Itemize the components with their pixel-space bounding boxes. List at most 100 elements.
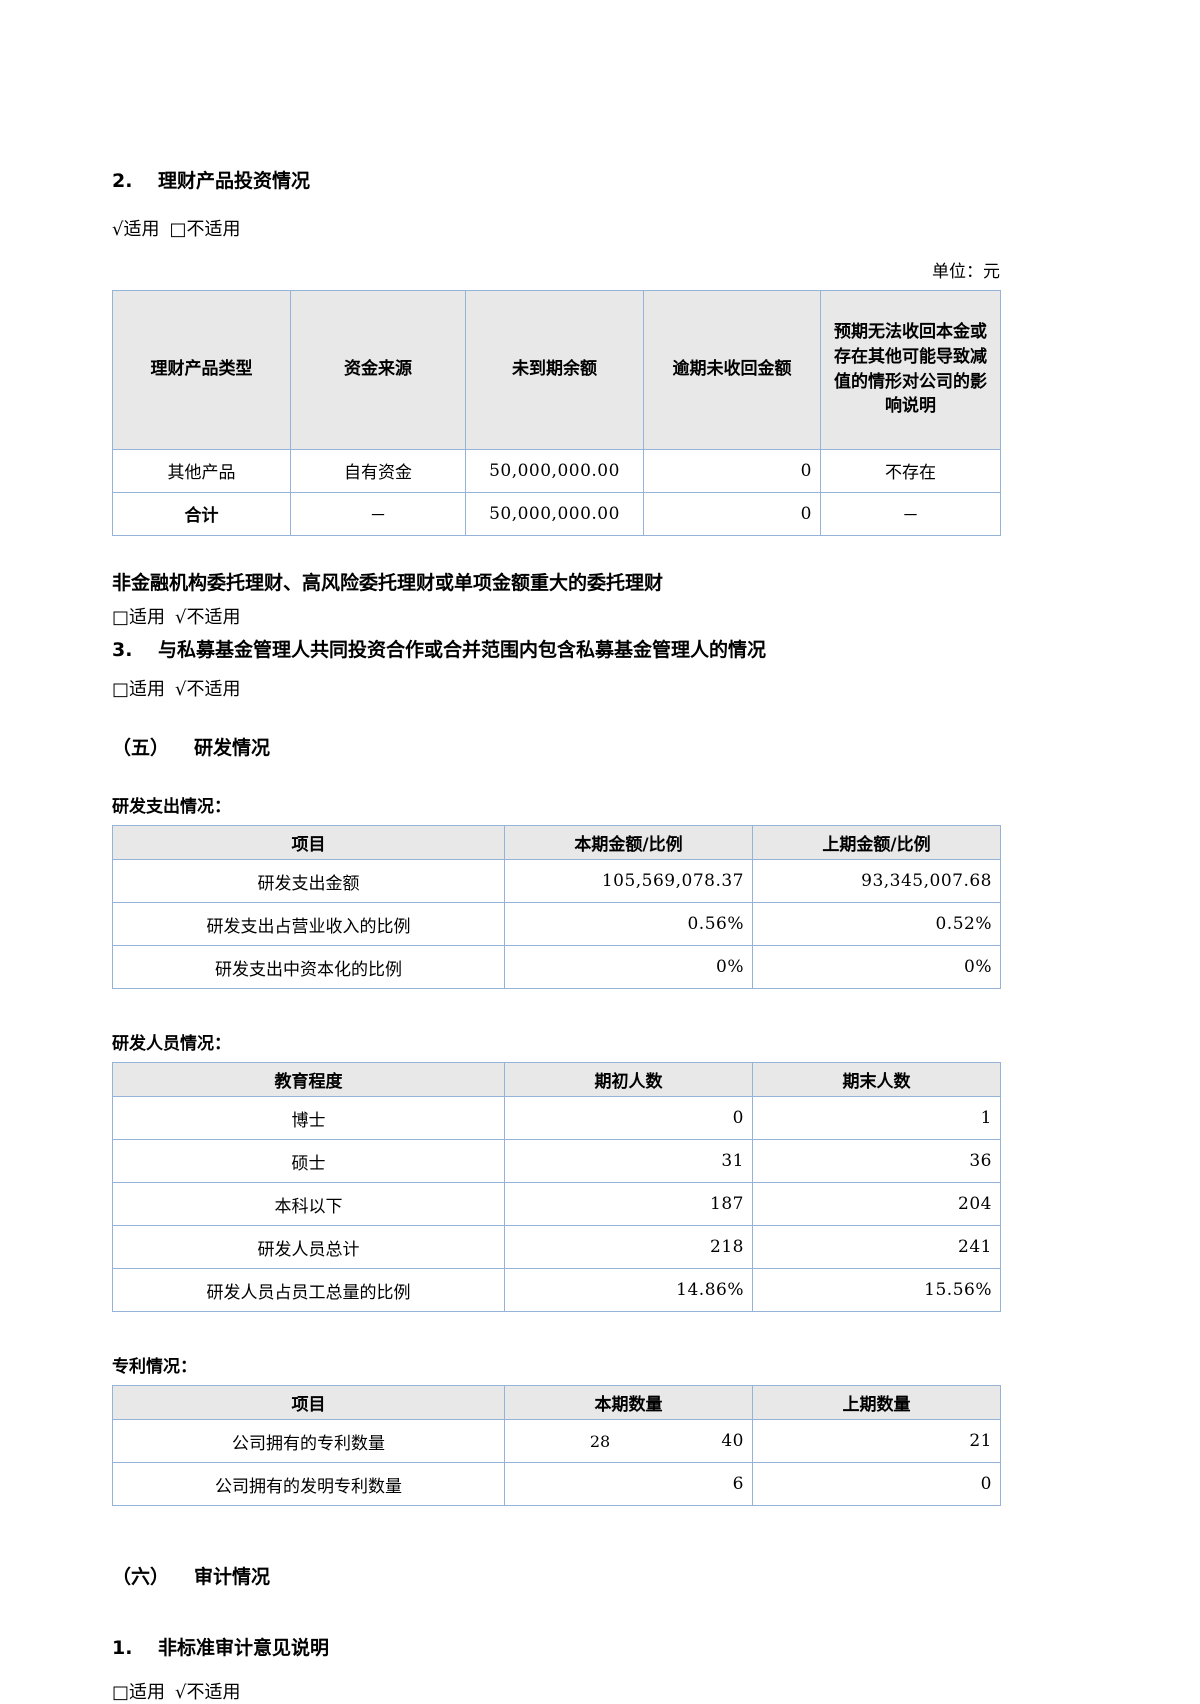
applicability-nonfinancial: □适用 √不适用 bbox=[112, 603, 1000, 629]
table-row: 公司拥有的专利数量 40 21 bbox=[112, 1419, 1001, 1464]
cell-overdue-amount: 0 bbox=[643, 448, 821, 493]
cell-previous: 0 bbox=[752, 1462, 1001, 1507]
cell-end: 1 bbox=[752, 1096, 1001, 1141]
table-row: 研发支出金额 105,569,078.37 93,345,007.68 bbox=[112, 859, 1001, 904]
label-rd-expenditure: 研发支出情况： bbox=[112, 797, 231, 818]
col-header-begin-count: 期初人数 bbox=[504, 1062, 753, 1098]
page-number: 28 bbox=[589, 1432, 611, 1451]
cell-end: 15.56% bbox=[752, 1268, 1001, 1313]
cell-end: 204 bbox=[752, 1182, 1001, 1227]
cell-end: 36 bbox=[752, 1139, 1001, 1184]
heading-nonstandard-audit: 1. 非标准审计意见说明 bbox=[112, 1635, 1000, 1662]
col-header-end-count: 期末人数 bbox=[752, 1062, 1001, 1098]
applicability-nonstandard-audit: □适用 √不适用 bbox=[112, 1678, 1000, 1704]
heading-nonstandard-audit-title: 非标准审计意见说明 bbox=[158, 1637, 330, 1660]
col-header-previous-count: 上期数量 bbox=[752, 1385, 1001, 1421]
cell-undue-balance: 50,000,000.00 bbox=[465, 448, 644, 493]
page-content: 2. 理财产品投资情况 √适用 □不适用 单位：元 理财产品类型 资金来源 未 bbox=[112, 0, 1001, 1704]
applicability-private-fund: □适用 √不适用 bbox=[112, 675, 1000, 701]
col-header-item: 项目 bbox=[112, 1385, 505, 1421]
cell-current: 105,569,078.37 bbox=[504, 859, 753, 904]
col-header-product-type: 理财产品类型 bbox=[112, 289, 291, 450]
cell-current: 6 bbox=[504, 1462, 753, 1507]
cell-previous: 0% bbox=[752, 945, 1001, 990]
cell-begin: 218 bbox=[504, 1225, 753, 1270]
unchecked-box-icon: □ bbox=[112, 679, 130, 701]
cell-item: 博士 bbox=[112, 1096, 505, 1141]
col-header-current-count: 本期数量 bbox=[504, 1385, 753, 1421]
checked-mark-icon: √ bbox=[175, 606, 187, 628]
applicable-label: 适用 bbox=[123, 218, 160, 240]
heading-audit-title: 审计情况 bbox=[194, 1566, 271, 1589]
not-applicable-label: 不适用 bbox=[186, 606, 241, 628]
cell-previous: 93,345,007.68 bbox=[752, 859, 1001, 904]
heading-private-fund: 3. 与私募基金管理人共同投资合作或合并范围内包含私募基金管理人的情况 bbox=[112, 637, 1000, 664]
not-applicable-label: 不适用 bbox=[186, 679, 241, 701]
table-row: 研发人员占员工总量的比例 14.86% 15.56% bbox=[112, 1268, 1001, 1313]
heading-audit-index: （六） bbox=[112, 1566, 170, 1589]
table-row: 公司拥有的发明专利数量 6 0 bbox=[112, 1462, 1001, 1507]
cell-product-type: 其他产品 bbox=[112, 448, 291, 493]
table-header-row: 项目 本期金额/比例 上期金额/比例 bbox=[112, 825, 1001, 861]
cell-item: 研发支出占营业收入的比例 bbox=[112, 902, 505, 947]
applicable-label: 适用 bbox=[129, 679, 166, 701]
cell-impact-note: 不存在 bbox=[820, 448, 1001, 493]
not-applicable-label: 不适用 bbox=[186, 218, 241, 240]
checked-mark-icon: √ bbox=[175, 679, 187, 701]
cell-total-fund-source: － bbox=[290, 491, 466, 536]
cell-item: 公司拥有的发明专利数量 bbox=[112, 1462, 505, 1507]
heading-wealth-title: 理财产品投资情况 bbox=[158, 170, 311, 192]
heading-private-fund-title: 与私募基金管理人共同投资合作或合并范围内包含私募基金管理人的情况 bbox=[158, 638, 767, 661]
cell-begin: 187 bbox=[504, 1182, 753, 1227]
table-row: 硕士 31 36 bbox=[112, 1139, 1001, 1184]
nonfinancial-entrusted-note: 非金融机构委托理财、高风险委托理财或单项金额重大的委托理财 bbox=[112, 571, 664, 594]
heading-wealth-index: 2. bbox=[112, 170, 133, 192]
cell-current: 40 bbox=[504, 1419, 753, 1464]
heading-nonstandard-audit-index: 1. bbox=[112, 1637, 133, 1660]
heading-wealth-management: 2. 理财产品投资情况 bbox=[112, 168, 1000, 195]
cell-item: 公司拥有的专利数量 bbox=[112, 1419, 505, 1464]
table-row: 博士 0 1 bbox=[112, 1096, 1001, 1141]
wealth-management-table: 理财产品类型 资金来源 未到期余额 逾期未收回金额 预期无法收回本金或存在其他可… bbox=[112, 289, 1001, 536]
cell-item: 本科以下 bbox=[112, 1182, 505, 1227]
col-header-undue-balance: 未到期余额 bbox=[465, 289, 644, 450]
table-header-row: 理财产品类型 资金来源 未到期余额 逾期未收回金额 预期无法收回本金或存在其他可… bbox=[112, 289, 1001, 450]
label-rd-personnel: 研发人员情况： bbox=[112, 1034, 231, 1055]
unit-note-wealth: 单位：元 bbox=[932, 261, 1000, 282]
unchecked-box-icon: □ bbox=[112, 606, 130, 628]
cell-begin: 0 bbox=[504, 1096, 753, 1141]
label-patents: 专利情况： bbox=[112, 1357, 197, 1378]
cell-previous: 21 bbox=[752, 1419, 1001, 1464]
checked-mark-icon: √ bbox=[112, 218, 124, 240]
unchecked-box-icon: □ bbox=[169, 218, 187, 240]
cell-current: 0.56% bbox=[504, 902, 753, 947]
heading-private-fund-index: 3. bbox=[112, 638, 133, 661]
applicable-label: 适用 bbox=[129, 1681, 166, 1703]
cell-begin: 31 bbox=[504, 1139, 753, 1184]
applicable-label: 适用 bbox=[129, 606, 166, 628]
cell-item: 研发支出金额 bbox=[112, 859, 505, 904]
col-header-education-level: 教育程度 bbox=[112, 1062, 505, 1098]
table-row: 其他产品 自有资金 50,000,000.00 0 不存在 bbox=[112, 448, 1001, 493]
cell-item: 研发人员占员工总量的比例 bbox=[112, 1268, 505, 1313]
heading-audit-section: （六） 审计情况 bbox=[112, 1562, 1000, 1589]
cell-item: 硕士 bbox=[112, 1139, 505, 1184]
col-header-current-amount: 本期金额/比例 bbox=[504, 825, 753, 861]
cell-total-label: 合计 bbox=[112, 491, 291, 536]
table-row: 研发支出占营业收入的比例 0.56% 0.52% bbox=[112, 902, 1001, 947]
col-header-previous-amount: 上期金额/比例 bbox=[752, 825, 1001, 861]
table-header-row: 教育程度 期初人数 期末人数 bbox=[112, 1062, 1001, 1098]
applicability-wealth: √适用 □不适用 bbox=[112, 215, 1000, 241]
cell-end: 241 bbox=[752, 1225, 1001, 1270]
table-row-total: 合计 － 50,000,000.00 0 － bbox=[112, 491, 1001, 536]
table-header-row: 项目 本期数量 上期数量 bbox=[112, 1385, 1001, 1421]
col-header-impact-note: 预期无法收回本金或存在其他可能导致减值的情形对公司的影响说明 bbox=[820, 289, 1001, 450]
cell-total-undue-balance: 50,000,000.00 bbox=[465, 491, 644, 536]
heading-rd-section: （五） 研发情况 bbox=[112, 733, 1000, 760]
cell-total-impact-note: － bbox=[820, 491, 1001, 536]
patent-table: 项目 本期数量 上期数量 公司拥有的专利数量 40 21 公司拥有的发明专利数量… bbox=[112, 1385, 1001, 1507]
cell-total-overdue-amount: 0 bbox=[643, 491, 821, 536]
cell-item: 研发支出中资本化的比例 bbox=[112, 945, 505, 990]
heading-rd-title: 研发情况 bbox=[194, 737, 271, 760]
heading-rd-index: （五） bbox=[112, 737, 170, 760]
